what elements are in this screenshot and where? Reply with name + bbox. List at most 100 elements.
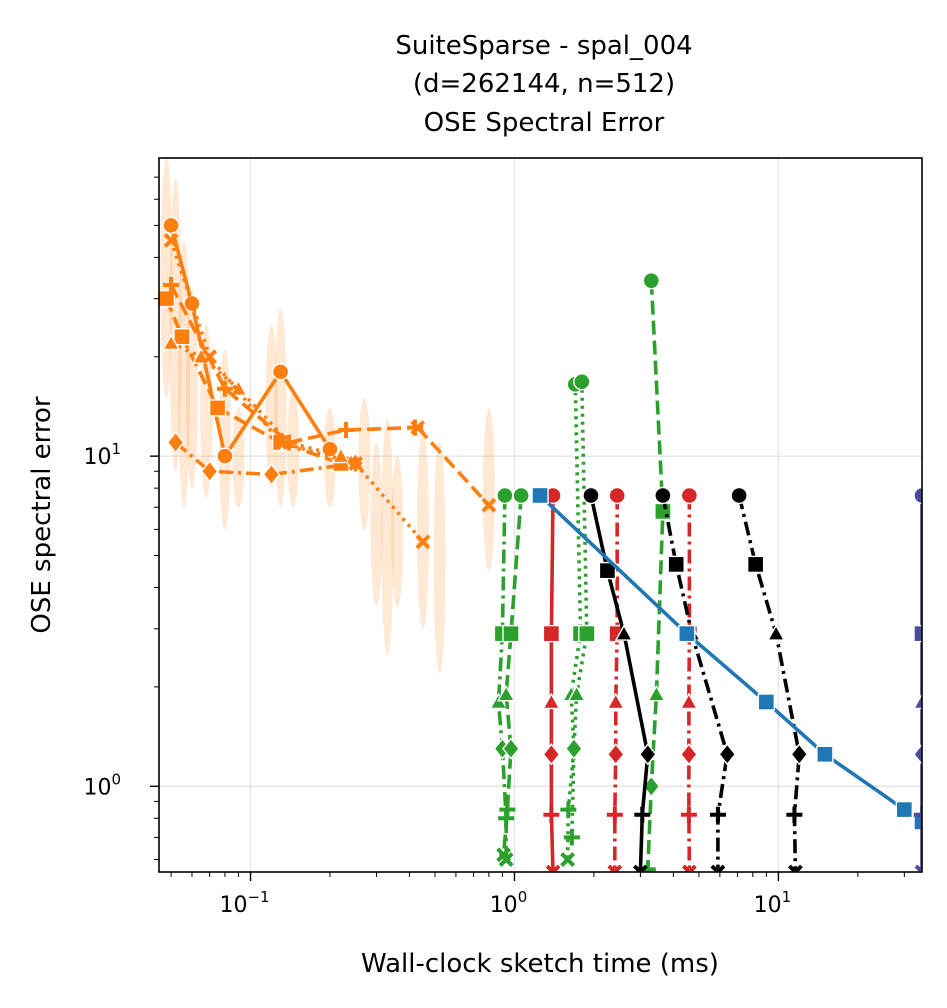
data-point-square <box>531 486 549 505</box>
data-point-x <box>410 420 426 436</box>
data-point-diamond <box>200 460 219 483</box>
plot-frame <box>158 157 923 873</box>
data-point-plus <box>634 806 651 823</box>
data-point-circle <box>913 486 922 505</box>
data-point-x <box>348 456 363 471</box>
data-point-square <box>173 328 191 346</box>
series-line <box>410 420 497 513</box>
data-point-x <box>496 847 512 863</box>
series-path <box>538 494 922 824</box>
series-line <box>679 486 699 872</box>
data-point-plus <box>281 434 298 451</box>
data-point-square <box>208 399 227 417</box>
data-point-square <box>816 745 834 763</box>
data-point-diamond <box>679 743 698 766</box>
series-line <box>563 373 596 846</box>
data-point-x <box>560 852 576 867</box>
data-point-triangle <box>766 624 786 641</box>
data-point-plus <box>499 801 516 818</box>
data-point-plus <box>543 806 560 823</box>
data-point-plus <box>163 276 180 293</box>
data-point-square <box>542 624 561 643</box>
y-axis-label: OSE spectral error <box>27 396 57 634</box>
data-point-circle <box>608 486 626 505</box>
series-path <box>416 426 491 507</box>
data-point-square <box>502 624 520 643</box>
spread-band <box>391 456 404 607</box>
data-point-x <box>607 864 623 872</box>
data-point-circle <box>321 440 339 458</box>
title-line-3: OSE Spectral Error <box>424 108 665 138</box>
data-point-plus <box>560 801 577 818</box>
data-point-diamond <box>502 737 520 760</box>
spread-band <box>482 407 495 571</box>
series-line <box>531 486 922 831</box>
x-tick-label: 10−1 <box>219 888 269 918</box>
data-point-x <box>914 864 922 872</box>
data-point-diamond <box>638 743 657 766</box>
data-point-square <box>678 624 696 643</box>
data-point-plus <box>914 806 922 823</box>
series-line <box>912 486 922 872</box>
spread-band-layer <box>160 158 495 674</box>
series-path <box>496 495 508 860</box>
data-point-square <box>913 624 922 643</box>
data-point-plus <box>563 829 580 846</box>
data-point-triangle <box>912 692 922 710</box>
series-line <box>163 233 431 550</box>
x-axis-label: Wall-clock sketch time (ms) <box>361 949 719 979</box>
data-point-diamond <box>542 743 561 766</box>
data-point-plus <box>709 806 726 823</box>
series-line <box>560 375 590 867</box>
data-point-x <box>163 233 179 248</box>
spread-band <box>200 324 213 498</box>
data-point-square <box>913 813 922 831</box>
data-point-x <box>632 864 648 872</box>
data-point-diamond <box>565 737 583 760</box>
data-point-triangle <box>496 684 516 702</box>
data-point-plus <box>606 806 623 823</box>
data-point-triangle <box>647 684 666 702</box>
data-point-square <box>598 561 617 580</box>
series-line <box>606 486 626 872</box>
data-point-diamond <box>262 463 281 486</box>
spread-band <box>416 430 429 629</box>
tick-layer: 10−1 100 101 100 101 <box>83 176 905 918</box>
data-point-square <box>159 289 176 308</box>
title-line-1: SuiteSparse - spal_004 <box>395 31 692 61</box>
title-line-2: (d=262144, n=512) <box>413 69 675 99</box>
series-path <box>661 495 730 872</box>
data-point-square <box>895 800 914 819</box>
spread-band <box>433 442 446 674</box>
data-point-circle <box>512 486 530 505</box>
data-point-plus <box>786 806 803 823</box>
series-path <box>549 495 555 872</box>
spread-band <box>381 418 394 655</box>
data-point-diamond <box>718 743 737 766</box>
data-point-triangle <box>679 692 699 710</box>
data-point-x <box>202 349 218 365</box>
series-path <box>501 495 523 855</box>
data-point-circle <box>216 447 234 465</box>
data-point-plus <box>338 422 355 439</box>
series-line <box>730 486 809 872</box>
data-point-triangle <box>606 692 625 710</box>
data-point-x <box>787 864 803 872</box>
series-line <box>582 486 657 872</box>
data-point-diamond <box>606 743 625 766</box>
data-point-square <box>757 693 776 711</box>
x-tick-label: 100 <box>490 888 528 918</box>
data-point-triangle <box>331 446 351 464</box>
data-point-circle <box>496 486 514 505</box>
data-point-square <box>746 555 765 574</box>
data-point-x <box>710 864 726 872</box>
data-point-circle <box>271 363 290 381</box>
series-layer <box>159 216 922 872</box>
data-point-x <box>545 864 561 872</box>
data-point-square <box>667 555 685 574</box>
series-line <box>542 486 562 872</box>
data-point-circle <box>654 486 672 505</box>
data-point-plus <box>680 806 697 823</box>
data-point-triangle <box>614 624 634 641</box>
